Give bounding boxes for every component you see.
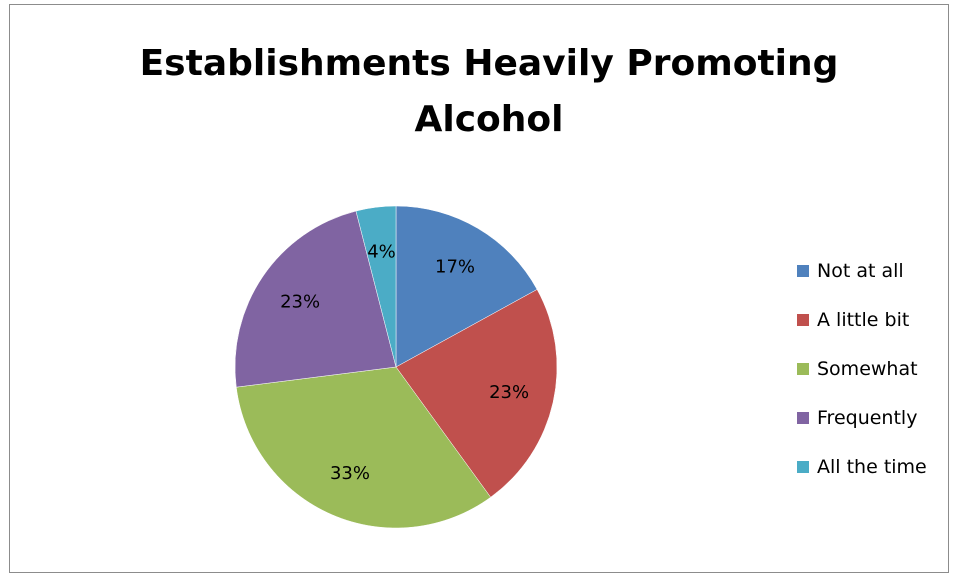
chart-title: Establishments Heavily Promoting Alcohol (0, 36, 956, 148)
legend-item-somewhat: Somewhat (797, 354, 947, 384)
pie-slices (234, 205, 558, 529)
legend-label: A little bit (817, 309, 910, 331)
pie-data-labels: 17% 23% 33% 23% 4% (280, 241, 529, 483)
data-label-somewhat: 33% (330, 463, 370, 484)
data-label-a-little-bit: 23% (489, 382, 529, 403)
legend-label: All the time (817, 456, 927, 478)
chart-title-line-2: Alcohol (414, 99, 564, 140)
data-label-all-the-time: 4% (367, 241, 396, 262)
chart-title-line-1: Establishments Heavily Promoting (139, 43, 839, 84)
legend-item-a-little-bit: A little bit (797, 305, 947, 335)
pie-slice-frequently (234, 210, 397, 388)
legend-item-all-the-time: All the time (797, 452, 947, 482)
legend-swatch (797, 461, 809, 473)
legend-item-not-at-all: Not at all (797, 256, 947, 286)
legend-label: Not at all (817, 260, 904, 282)
legend-swatch (797, 314, 809, 326)
legend-label: Somewhat (817, 358, 918, 380)
data-label-not-at-all: 17% (435, 257, 475, 278)
pie-slice-a-little-bit (395, 289, 558, 498)
legend-swatch (797, 363, 809, 375)
pie-slice-all-the-time (355, 205, 397, 368)
legend: Not at all A little bit Somewhat Frequently… (797, 256, 947, 501)
legend-item-frequently: Frequently (797, 403, 947, 433)
pie-slice-not-at-all (395, 205, 538, 368)
legend-swatch (797, 265, 809, 277)
legend-label: Frequently (817, 407, 918, 429)
legend-swatch (797, 412, 809, 424)
data-label-frequently: 23% (280, 291, 320, 312)
pie-slice-somewhat (235, 366, 491, 529)
